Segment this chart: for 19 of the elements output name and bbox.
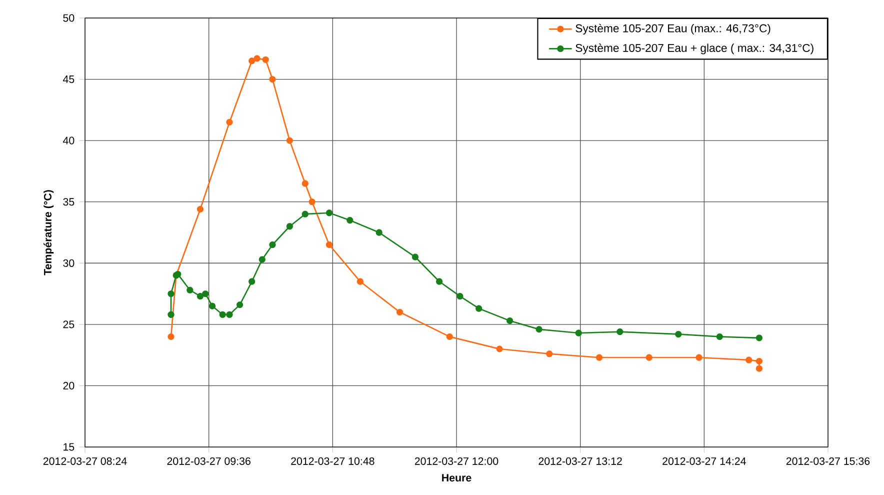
y-tick-label: 40 xyxy=(63,136,74,144)
y-tick-label: 35 xyxy=(63,198,74,206)
y-tick-label: 25 xyxy=(63,320,74,328)
legend-label: Système 105-207 Eau (max.: 46,73°C) xyxy=(576,24,770,35)
y-tick-label: 20 xyxy=(63,382,74,390)
x-tick-label: 2012-03-27 09:36 xyxy=(167,457,250,465)
y-tick-label: 50 xyxy=(63,14,74,22)
x-tick-label: 2012-03-27 14:24 xyxy=(662,457,746,465)
x-tick-label: 2012-03-27 13:12 xyxy=(538,457,622,465)
y-tick-label: 15 xyxy=(64,443,74,451)
y-tick-label: 45 xyxy=(63,76,74,83)
y-tick-label: 30 xyxy=(63,259,74,267)
x-tick-label: 2012-03-27 12:00 xyxy=(414,457,498,465)
x-tick-label: 2012-03-27 08:24 xyxy=(43,457,127,465)
x-tick-label: 2012-03-27 10:48 xyxy=(291,457,374,465)
y-axis-title: Température (°C) xyxy=(44,190,54,276)
legend-label: Système 105-207 Eau + glace ( max.: 34,31°C) xyxy=(576,44,814,54)
x-axis-title: Heure xyxy=(442,474,472,482)
x-tick-label: 2012-03-27 15:36 xyxy=(786,457,870,465)
